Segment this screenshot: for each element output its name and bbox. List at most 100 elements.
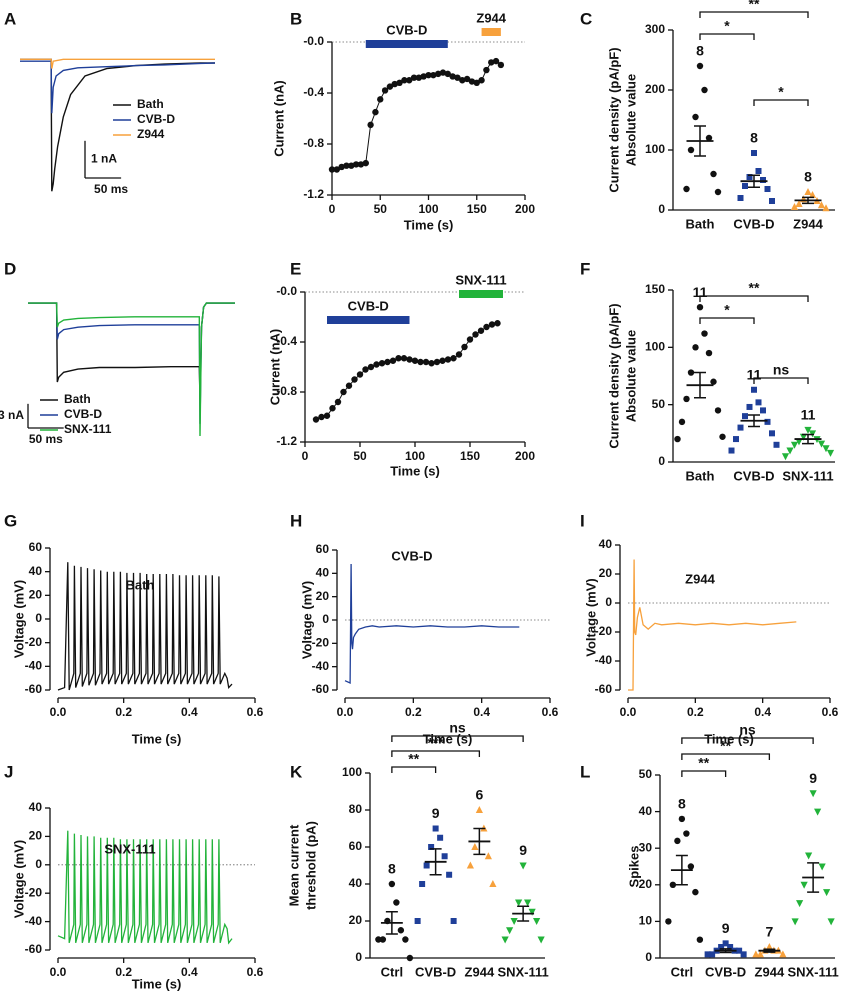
x-axis-title: Time (s): [704, 731, 754, 746]
data-point: [728, 447, 735, 454]
y-tick-label: 40: [599, 537, 613, 551]
category-label: Ctrl: [381, 964, 403, 979]
significance-label: ns: [773, 362, 790, 378]
data-point: [466, 336, 474, 343]
x-tick-label: 0.6: [542, 705, 559, 719]
data-point: [755, 168, 762, 174]
y-tick-label: 40: [29, 564, 43, 578]
legend-label: CVB-D: [137, 112, 175, 126]
legend-label: CVB-D: [64, 407, 102, 421]
y-tick-label: 0: [645, 950, 652, 964]
sem-bar: [385, 911, 398, 935]
data-point: [795, 200, 803, 207]
x-tick-label: 0.2: [405, 705, 422, 719]
data-point: [822, 445, 830, 453]
y-axis-title: Spikes: [626, 846, 641, 888]
data-point: [423, 862, 430, 869]
y-axis-title: Absolute value: [623, 330, 638, 422]
legend-label: SNX-111: [64, 422, 112, 436]
y-axis-title: Voltage (mV): [299, 581, 314, 660]
data-point: [746, 174, 753, 180]
x-tick-label: 0.0: [337, 705, 354, 719]
x-tick-label: 200: [515, 449, 535, 463]
significance-bracket: [681, 737, 814, 744]
data-point: [329, 405, 336, 412]
y-tick-label: -20: [25, 885, 43, 899]
significance-label: *: [724, 302, 730, 318]
category-label: Bath: [686, 468, 715, 483]
y-axis-title: Mean current: [286, 824, 301, 906]
x-tick-label: 0: [302, 449, 309, 463]
data-point: [764, 418, 771, 425]
data-point: [449, 73, 456, 80]
data-point: [737, 195, 744, 201]
data-point: [737, 424, 744, 431]
data-point: [381, 87, 389, 94]
sem-bar: [802, 433, 814, 445]
data-point: [468, 78, 476, 85]
data-line: [344, 563, 520, 685]
y-tick-label: 40: [349, 876, 363, 890]
data-point: [809, 790, 817, 798]
x-tick-label: 50: [353, 449, 367, 463]
y-tick-label: -1.2: [303, 187, 324, 201]
data-point: [800, 881, 808, 889]
data-point: [351, 376, 358, 383]
panel-letter: H: [290, 511, 302, 530]
data-point: [790, 441, 799, 449]
data-point: [340, 388, 347, 396]
x-tick-label: 100: [418, 202, 438, 216]
current-trace: [20, 58, 215, 192]
sem-bar: [719, 948, 732, 954]
current-trace: [28, 302, 235, 437]
scale-bar-label: 1 nA: [91, 152, 117, 166]
current-trace: [20, 60, 216, 114]
data-point: [402, 936, 409, 943]
panel-letter: I: [580, 511, 585, 530]
y-tick-label: -20: [312, 636, 330, 650]
data-point: [823, 889, 831, 897]
data-point: [827, 918, 835, 926]
data-point: [804, 426, 812, 434]
data-point: [764, 186, 771, 192]
data-point: [817, 201, 826, 209]
data-point: [781, 453, 790, 461]
data-point: [461, 343, 468, 351]
y-tick-label: 40: [316, 566, 330, 580]
data-point: [483, 66, 490, 74]
data-point: [345, 382, 353, 389]
data-point: [406, 356, 413, 363]
category-label: Z944: [755, 964, 785, 979]
data-point: [696, 62, 704, 70]
data-point: [419, 881, 426, 887]
significance-bracket: [681, 753, 771, 760]
y-tick-label: 100: [645, 142, 665, 156]
data-point: [822, 204, 830, 212]
data-point: [384, 358, 391, 366]
data-point: [808, 191, 817, 198]
data-point: [437, 834, 444, 841]
data-point: [488, 321, 496, 328]
y-tick-label: -0.0: [276, 284, 297, 298]
data-point: [410, 74, 418, 81]
data-point: [665, 918, 672, 925]
y-axis-title: Current (nA): [271, 80, 286, 157]
y-axis-title: Voltage (mV): [583, 578, 598, 657]
data-point: [674, 837, 681, 845]
data-point: [795, 438, 803, 446]
data-point: [714, 407, 722, 414]
data-point: [356, 371, 364, 378]
x-tick-label: 0.4: [181, 965, 198, 979]
panel-letter: K: [290, 762, 303, 781]
y-tick-label: -40: [312, 659, 330, 673]
data-point: [400, 355, 408, 362]
x-tick-label: 150: [467, 202, 487, 216]
y-axis-title: threshold (pA): [303, 821, 318, 910]
n-label: 9: [432, 805, 440, 821]
data-point: [367, 121, 374, 129]
y-tick-label: 20: [316, 589, 330, 603]
n-label: 11: [801, 407, 816, 423]
data-point: [692, 888, 699, 896]
data-point: [323, 412, 331, 419]
data-point: [430, 71, 437, 79]
